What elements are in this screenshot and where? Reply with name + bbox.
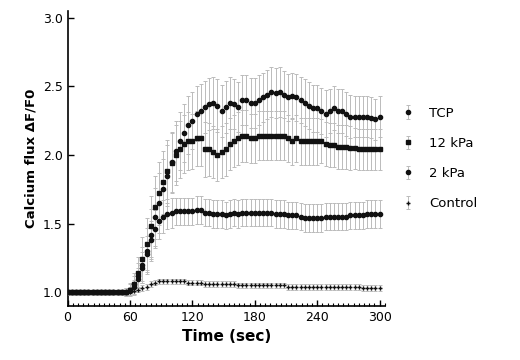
X-axis label: Time (sec): Time (sec)	[181, 329, 271, 345]
Y-axis label: Calcium flux ΔF/F0: Calcium flux ΔF/F0	[24, 89, 37, 228]
Legend: TCP, 12 kPa, 2 kPa, Control: TCP, 12 kPa, 2 kPa, Control	[388, 102, 483, 215]
